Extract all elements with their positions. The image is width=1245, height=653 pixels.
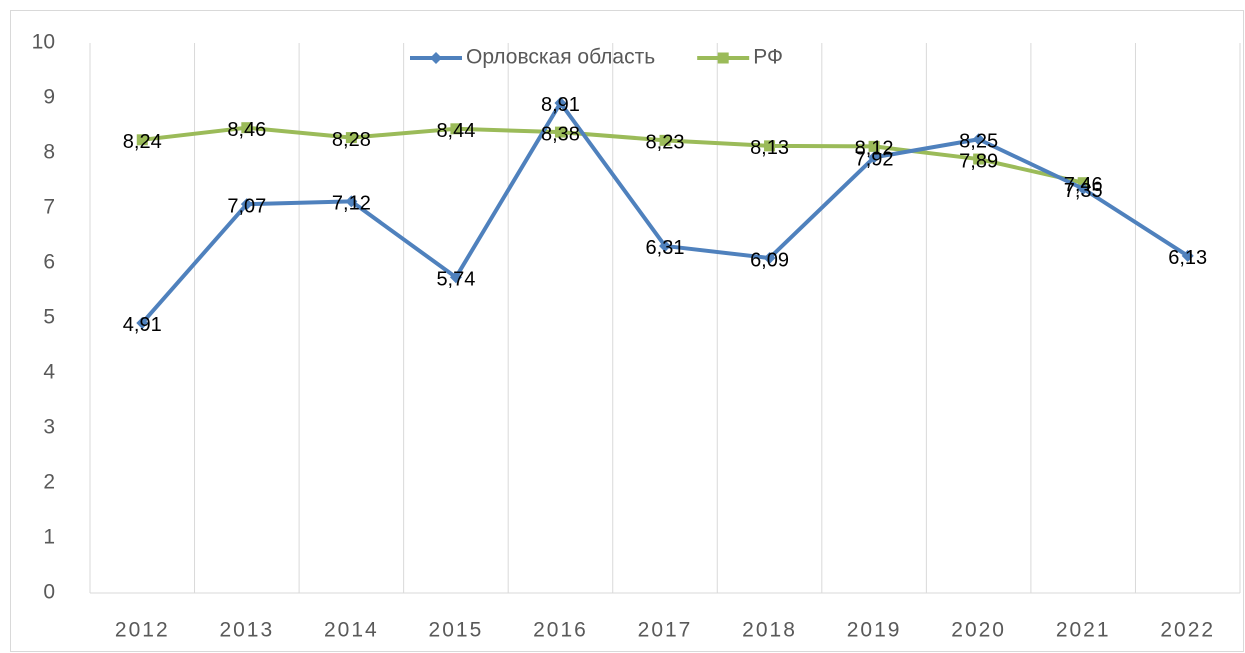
x-tick-label: 2016: [533, 619, 588, 642]
y-tick-label: 9: [43, 86, 55, 109]
data-point: [659, 239, 671, 252]
x-tick-label: 2021: [1056, 619, 1111, 642]
data-point: [659, 134, 671, 146]
y-tick-label: 3: [43, 416, 55, 439]
x-tick-label: 2012: [115, 619, 170, 642]
data-label: 7,35: [1064, 180, 1103, 202]
data-point: [449, 271, 462, 284]
y-tick-label: 10: [32, 31, 55, 54]
data-label: 8,12: [855, 138, 894, 160]
data-label: 8,24: [123, 131, 162, 153]
data-point: [1077, 177, 1089, 189]
data-label: 7,89: [959, 150, 998, 172]
data-point: [450, 123, 462, 135]
data-point: [554, 96, 567, 109]
y-tick-label: 5: [43, 306, 55, 329]
legend-marker: [717, 52, 729, 64]
series-line: [142, 125, 1084, 185]
y-tick-label: 1: [43, 526, 55, 549]
data-point: [554, 126, 566, 138]
data-label: 8,28: [332, 129, 371, 151]
data-label: 8,38: [541, 123, 580, 145]
data-label: 8,46: [227, 119, 266, 141]
data-label: 7,46: [1064, 174, 1103, 196]
legend-marker: [430, 52, 442, 64]
y-tick-label: 8: [43, 141, 55, 164]
x-tick-label: 2015: [429, 619, 484, 642]
data-point: [868, 151, 881, 164]
data-label: 7,12: [332, 193, 371, 215]
data-label: 8,44: [436, 120, 475, 142]
x-tick-label: 2020: [951, 619, 1006, 642]
data-point: [868, 140, 880, 152]
data-label: 8,25: [959, 131, 998, 153]
data-label: 6,09: [750, 249, 789, 271]
data-point: [136, 134, 148, 146]
data-label: 8,23: [646, 132, 685, 154]
y-tick-label: 4: [43, 361, 55, 384]
data-label: 6,13: [1168, 247, 1207, 269]
data-point: [345, 132, 357, 144]
data-label: 8,13: [750, 137, 789, 159]
y-tick-label: 0: [43, 581, 55, 604]
x-tick-label: 2017: [638, 619, 693, 642]
data-label: 8,91: [541, 94, 580, 116]
y-tick-label: 6: [43, 251, 55, 274]
data-point: [345, 195, 358, 208]
chart-frame: [10, 10, 1244, 652]
y-tick-label: 2: [43, 471, 55, 494]
data-label: 5,74: [436, 269, 475, 291]
data-label: 7,92: [855, 149, 894, 171]
data-label: 6,31: [646, 237, 685, 259]
data-point: [1181, 249, 1194, 262]
data-point: [241, 122, 253, 134]
x-tick-label: 2022: [1160, 619, 1215, 642]
legend-label: Орловская область: [466, 46, 655, 69]
data-label: 4,91: [123, 314, 162, 336]
legend-label: РФ: [753, 46, 783, 69]
x-tick-label: 2013: [219, 619, 274, 642]
data-point: [764, 140, 776, 152]
x-tick-label: 2014: [324, 619, 379, 642]
y-tick-label: 7: [43, 196, 55, 219]
x-tick-label: 2018: [742, 619, 797, 642]
data-point: [1077, 182, 1090, 195]
data-point: [136, 316, 149, 329]
data-point: [972, 133, 985, 146]
x-tick-label: 2019: [847, 619, 902, 642]
data-label: 7,07: [227, 195, 266, 217]
data-point: [763, 252, 776, 265]
data-point: [973, 153, 985, 165]
data-point: [240, 198, 253, 211]
